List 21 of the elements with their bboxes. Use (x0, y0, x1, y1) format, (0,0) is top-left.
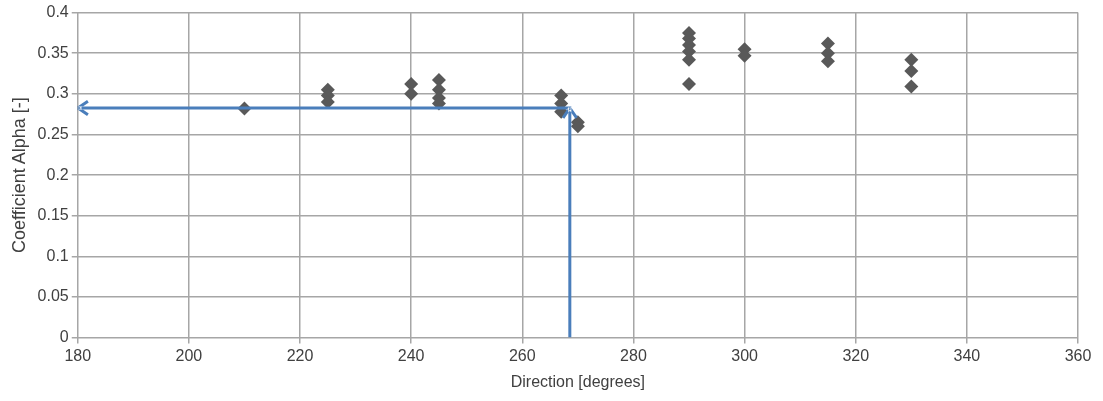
x-tick-label: 280 (620, 346, 647, 364)
y-tick-label: 0.15 (37, 206, 69, 224)
x-tick-label: 200 (175, 346, 203, 364)
x-tick-label: 320 (842, 346, 870, 364)
x-tick-label: 300 (731, 346, 759, 364)
x-axis-title: Direction [degrees] (510, 372, 646, 390)
y-tick-label: 0 (59, 328, 69, 346)
y-tick-label: 0.35 (37, 43, 69, 61)
x-tick-label: 340 (953, 346, 981, 364)
y-tick-label: 0.25 (37, 124, 69, 142)
y-tick-label: 0.1 (46, 246, 69, 264)
x-tick-label: 360 (1064, 346, 1092, 364)
y-axis-title: Coefficient Alpha [-] (8, 97, 29, 253)
x-tick-label: 220 (286, 346, 314, 364)
y-tick-label: 0.05 (37, 287, 69, 305)
x-tick-label: 260 (508, 346, 536, 364)
x-tick-label: 240 (397, 346, 425, 364)
y-tick-label: 0.2 (46, 165, 69, 183)
x-tick-label: 180 (64, 346, 92, 364)
y-tick-label: 0.3 (46, 84, 69, 102)
y-tick-label: 0.4 (46, 3, 69, 21)
